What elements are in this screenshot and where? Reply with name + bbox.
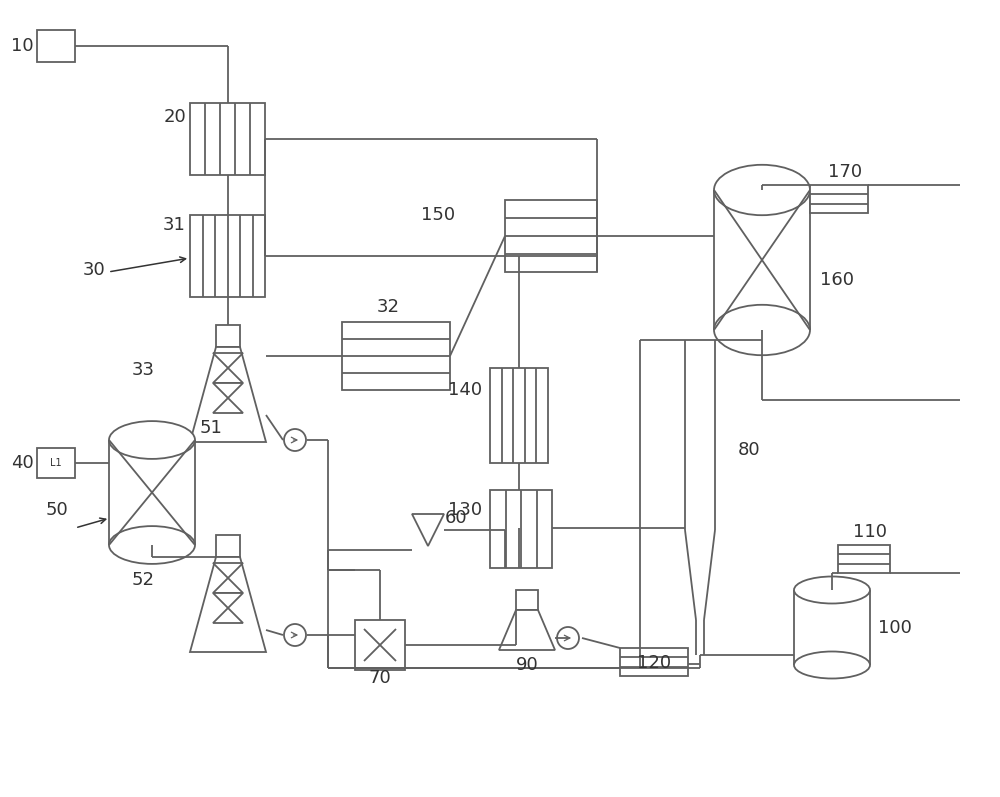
- Bar: [490, 490, 552, 568]
- Bar: [620, 648, 688, 676]
- Ellipse shape: [794, 651, 870, 678]
- Polygon shape: [213, 368, 243, 383]
- Text: 30: 30: [82, 261, 105, 279]
- Bar: [37, 30, 75, 62]
- Polygon shape: [190, 347, 266, 442]
- Bar: [355, 620, 405, 670]
- Text: 50: 50: [45, 501, 68, 519]
- Ellipse shape: [109, 421, 195, 459]
- Text: 170: 170: [828, 163, 862, 181]
- Text: 60: 60: [445, 509, 468, 527]
- Ellipse shape: [714, 304, 810, 355]
- Bar: [190, 103, 265, 175]
- Text: 150: 150: [421, 206, 455, 224]
- Text: 160: 160: [820, 271, 854, 289]
- Bar: [216, 325, 240, 347]
- Polygon shape: [213, 353, 243, 368]
- Circle shape: [284, 624, 306, 646]
- Polygon shape: [213, 563, 243, 578]
- Bar: [516, 590, 538, 610]
- Polygon shape: [213, 608, 243, 623]
- Polygon shape: [213, 383, 243, 398]
- Ellipse shape: [109, 526, 195, 564]
- Bar: [810, 185, 868, 213]
- Polygon shape: [412, 514, 444, 546]
- Text: 140: 140: [448, 381, 482, 399]
- Text: L1: L1: [50, 458, 62, 468]
- Text: 52: 52: [132, 571, 155, 589]
- Text: 90: 90: [516, 656, 538, 674]
- Polygon shape: [213, 578, 243, 593]
- Circle shape: [557, 627, 579, 649]
- Polygon shape: [213, 593, 243, 608]
- Bar: [37, 448, 75, 478]
- Polygon shape: [499, 610, 555, 650]
- Text: 40: 40: [11, 454, 34, 472]
- Bar: [490, 368, 548, 463]
- Bar: [505, 200, 597, 272]
- Text: 80: 80: [738, 441, 761, 459]
- Bar: [216, 535, 240, 557]
- Bar: [190, 215, 265, 297]
- Text: 110: 110: [853, 523, 887, 541]
- Ellipse shape: [714, 165, 810, 215]
- Text: 20: 20: [163, 108, 186, 126]
- Bar: [838, 545, 890, 573]
- Text: 70: 70: [369, 669, 391, 687]
- Text: 32: 32: [376, 298, 400, 316]
- Text: 31: 31: [163, 216, 186, 234]
- Text: 33: 33: [132, 361, 155, 379]
- Bar: [342, 322, 450, 390]
- Text: 100: 100: [878, 619, 912, 637]
- Text: 120: 120: [637, 654, 671, 672]
- Polygon shape: [190, 557, 266, 652]
- Polygon shape: [213, 398, 243, 413]
- Circle shape: [284, 429, 306, 451]
- Text: 130: 130: [448, 501, 482, 519]
- Text: 51: 51: [200, 419, 223, 437]
- Text: 10: 10: [11, 37, 34, 55]
- Ellipse shape: [794, 576, 870, 603]
